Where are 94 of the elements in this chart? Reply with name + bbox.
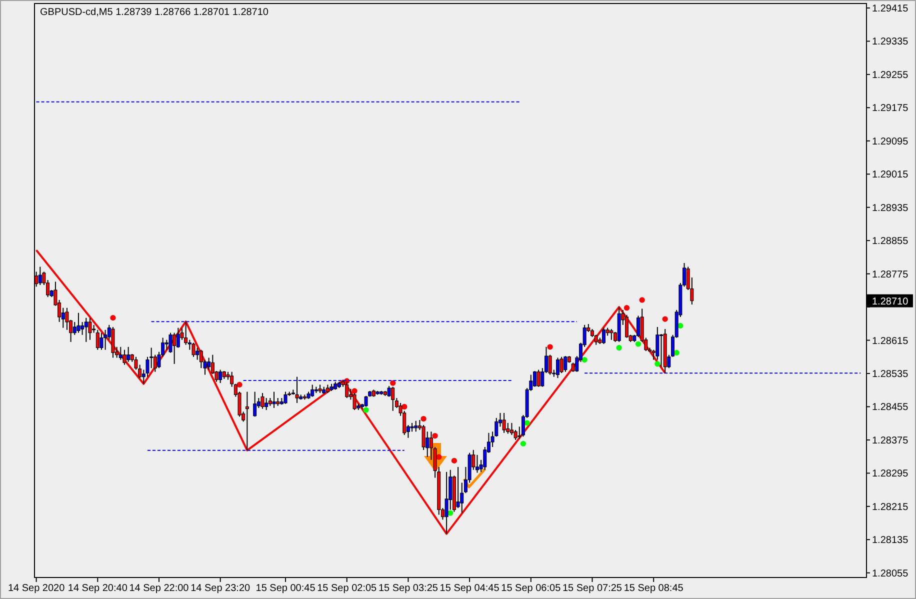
candlestick	[111, 326, 115, 358]
x-tick-label: 14 Sep 2020	[8, 583, 66, 594]
candlestick	[656, 326, 660, 360]
point	[236, 382, 242, 388]
candlestick	[218, 369, 222, 384]
y-tick-label: 1.28855	[872, 236, 909, 248]
candlestick	[456, 466, 460, 509]
candlestick	[84, 317, 88, 342]
candlestick	[207, 357, 211, 370]
candlestick	[253, 391, 257, 418]
y-tick-label: 1.29415	[872, 3, 909, 14]
point	[616, 344, 622, 351]
y-tick-label: 1.28615	[872, 336, 909, 347]
candlestick	[284, 391, 288, 404]
x-tick-label: 15 Sep 04:45	[440, 583, 500, 594]
candlestick	[310, 384, 314, 398]
y-tick-label: 1.28775	[872, 269, 909, 280]
y-tick-label: 1.28135	[872, 535, 909, 546]
candlestick	[625, 314, 628, 338]
point	[582, 356, 588, 363]
candlestick	[272, 391, 276, 408]
y-tick-label: 1.28295	[872, 468, 909, 480]
y-tick-label: 1.28455	[872, 402, 909, 414]
y-tick-label: 1.28535	[872, 368, 909, 380]
candlestick	[38, 266, 42, 286]
x-tick-label: 14 Sep 20:40	[68, 583, 128, 594]
x-tick-label: 15 Sep 03:25	[378, 583, 438, 594]
point	[662, 316, 668, 322]
candlestick	[196, 347, 200, 360]
text: 1.28710	[872, 296, 909, 308]
y-tick-label: 1.28375	[872, 435, 909, 446]
chart-title: GBPUSD-cd,M5 1.28739 1.28766 1.28701 1.28710	[40, 7, 269, 18]
x-tick-label: 15 Sep 06:05	[501, 583, 562, 594]
candlestick	[65, 307, 69, 330]
candlestick	[660, 334, 663, 368]
candlestick	[126, 346, 130, 362]
candlestick	[548, 354, 552, 376]
x-tick-label: 14 Sep 22:00	[129, 583, 190, 594]
point	[635, 341, 642, 347]
candlestick	[192, 342, 196, 358]
x-tick-label: 15 Sep 02:05	[317, 583, 378, 594]
candlestick	[104, 329, 108, 350]
point	[352, 388, 358, 394]
candlestick	[88, 317, 92, 340]
y-tick-label: 1.29095	[872, 136, 909, 148]
candlestick	[387, 385, 391, 398]
y-tick-label: 1.28215	[872, 502, 909, 513]
y-tick-label: 1.29015	[872, 170, 909, 181]
x-tick-label: 14 Sep 23:20	[190, 583, 251, 594]
point	[624, 305, 630, 311]
candlestick	[76, 312, 80, 334]
point	[110, 315, 116, 321]
candlestick	[556, 357, 560, 379]
y-tick-label: 1.29335	[872, 36, 909, 48]
y-tick-label: 1.29255	[872, 70, 909, 81]
candlestick	[475, 454, 479, 474]
x-tick-label: 15 Sep 08:45	[624, 583, 684, 594]
point	[432, 432, 438, 439]
candlestick	[96, 329, 100, 350]
candlestick	[536, 369, 540, 388]
candlestick	[502, 412, 506, 434]
point	[451, 458, 458, 464]
point	[520, 440, 526, 446]
y-tick-label: 1.28935	[872, 202, 909, 214]
candlestick	[602, 327, 606, 344]
y-tick-label: 1.28055	[872, 568, 909, 580]
point	[420, 416, 426, 422]
candlestick	[264, 397, 268, 411]
candlestick	[295, 376, 299, 404]
line-series	[35, 249, 666, 535]
candlestick	[414, 420, 418, 432]
point	[547, 344, 553, 350]
candlestick	[444, 471, 448, 534]
point	[363, 407, 369, 413]
candlestick	[260, 392, 264, 410]
y-tick-label: 1.29175	[872, 103, 909, 114]
candlestick	[118, 346, 122, 360]
candlestick	[560, 356, 564, 374]
candlestick	[610, 328, 614, 340]
point	[390, 380, 396, 386]
x-tick-label: 15 Sep 07:25	[562, 583, 622, 594]
candlestick	[172, 332, 176, 364]
point	[639, 297, 645, 303]
candlestick	[594, 334, 598, 346]
candlestick	[100, 332, 104, 350]
candlestick	[532, 370, 536, 388]
candlestick	[564, 356, 568, 372]
x-tick-label: 15 Sep 00:45	[256, 583, 316, 594]
candlestick	[122, 349, 126, 366]
candlestick	[364, 395, 368, 408]
candlestick	[514, 429, 518, 440]
candlestick	[245, 391, 249, 451]
point	[654, 361, 660, 367]
point	[402, 404, 408, 410]
